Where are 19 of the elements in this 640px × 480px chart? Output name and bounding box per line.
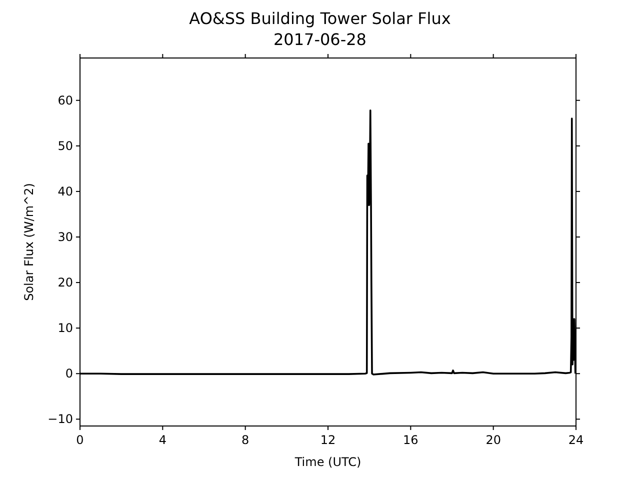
y-tick-label: 50 bbox=[58, 138, 73, 153]
y-tick-label: −10 bbox=[48, 412, 73, 426]
y-tick-label: 60 bbox=[58, 93, 73, 108]
y-tick-label: 0 bbox=[65, 366, 73, 381]
x-tick-label: 16 bbox=[403, 433, 418, 447]
y-tick-label: 10 bbox=[58, 321, 73, 336]
x-tick-label: 20 bbox=[486, 433, 501, 447]
chart-subtitle: 2017-06-28 bbox=[274, 30, 366, 49]
y-tick-label: 40 bbox=[58, 184, 73, 198]
x-tick-label: 4 bbox=[158, 433, 166, 447]
x-tick-label: 8 bbox=[242, 433, 250, 447]
y-tick-label: 30 bbox=[58, 230, 73, 244]
x-tick-label: 0 bbox=[76, 433, 84, 447]
y-tick-label: 20 bbox=[58, 276, 73, 290]
x-tick-label: 24 bbox=[568, 433, 584, 447]
x-tick-label: 12 bbox=[320, 433, 336, 447]
chart-title: AO&SS Building Tower Solar Flux bbox=[189, 9, 451, 28]
y-axis-title: Solar Flux (W/m^2) bbox=[22, 183, 36, 301]
x-axis-title: Time (UTC) bbox=[294, 455, 362, 469]
